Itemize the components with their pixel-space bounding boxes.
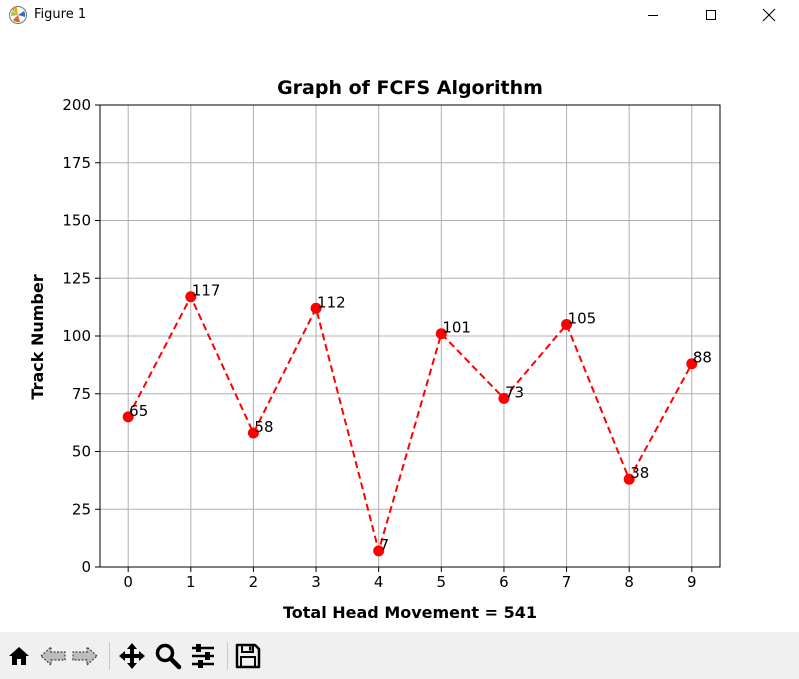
series-line [127,294,693,555]
data-point [185,291,197,303]
figure-canvas[interactable]: 0 1 2 3 4 5 6 7 8 9 0 25 50 75 100 125 150 175 200 65 117 58… [0,30,799,632]
y-tick-label: 50 [72,443,91,461]
data-label: 65 [129,402,148,420]
y-tick-label: 175 [62,154,91,172]
y-tick-label: 25 [72,500,91,518]
navigation-toolbar [0,632,799,679]
close-icon [762,8,776,22]
minimize-icon [648,15,658,16]
back-button[interactable] [39,642,67,670]
data-label: 73 [505,383,524,401]
pan-button[interactable] [118,642,146,670]
y-axis-label: Track Number [28,274,47,399]
y-tick-label: 0 [81,558,91,576]
configure-subplots-button[interactable] [189,642,217,670]
data-point [373,545,385,557]
data-point [561,318,573,330]
x-tick-label: 2 [249,573,259,591]
minimize-button[interactable] [630,0,676,30]
x-tick-label: 7 [562,573,572,591]
x-tick-label: 4 [374,573,384,591]
save-button[interactable] [234,642,262,670]
toolbar-separator [109,642,110,670]
x-tick-label: 3 [311,573,321,591]
data-label: 88 [693,349,712,367]
data-label: 7 [380,536,390,554]
data-label: 117 [192,282,221,300]
data-point [247,427,259,439]
x-tick-label: 6 [499,573,509,591]
matplotlib-logo-icon [9,6,27,24]
x-tick-label: 1 [186,573,196,591]
x-tick-label: 8 [624,573,634,591]
data-label: 38 [630,464,649,482]
data-label: 58 [254,418,273,436]
home-icon [9,647,29,665]
data-label: 101 [442,319,471,337]
y-tick-label: 100 [62,327,91,345]
x-tick-label: 0 [123,573,133,591]
grid-lines [100,104,720,568]
move-icon [119,643,145,669]
x-tick-label: 5 [437,573,447,591]
data-label: 105 [568,309,597,327]
floppy-disk-icon [235,643,261,669]
sliders-icon [192,644,214,668]
forward-arrow-icon [72,645,98,667]
fcfs-line-chart: 0 1 2 3 4 5 6 7 8 9 0 25 50 75 100 125 150 175 200 65 117 58… [28,77,721,622]
y-tick-label: 150 [62,212,91,230]
window-title: Figure 1 [34,7,87,22]
data-point [498,392,510,404]
window-titlebar: Figure 1 [0,0,799,30]
data-labels: 65 117 58 112 7 101 73 105 38 88 [129,282,712,554]
maximize-button[interactable] [688,0,734,30]
data-point [686,358,698,370]
back-arrow-icon [40,645,66,667]
forward-button[interactable] [71,642,99,670]
y-tick-label: 75 [72,385,91,403]
close-button[interactable] [746,0,792,30]
maximize-icon [706,10,716,20]
axis-ticks: 0 1 2 3 4 5 6 7 8 9 0 25 50 75 100 125 150 175 200 [62,96,696,591]
zoom-button[interactable] [154,642,182,670]
chart-title: Graph of FCFS Algorithm [277,77,543,99]
magnifier-icon [155,643,182,670]
y-tick-label: 125 [62,269,91,287]
x-tick-label: 9 [687,573,697,591]
toolbar-separator [227,642,228,670]
home-button[interactable] [5,642,33,670]
data-point [623,473,635,485]
x-axis-label: Total Head Movement = 541 [283,603,537,622]
y-tick-label: 200 [62,96,91,114]
data-point [310,302,322,314]
data-points [122,291,698,557]
data-point [122,411,134,423]
data-label: 112 [317,293,346,311]
data-point [435,328,447,340]
